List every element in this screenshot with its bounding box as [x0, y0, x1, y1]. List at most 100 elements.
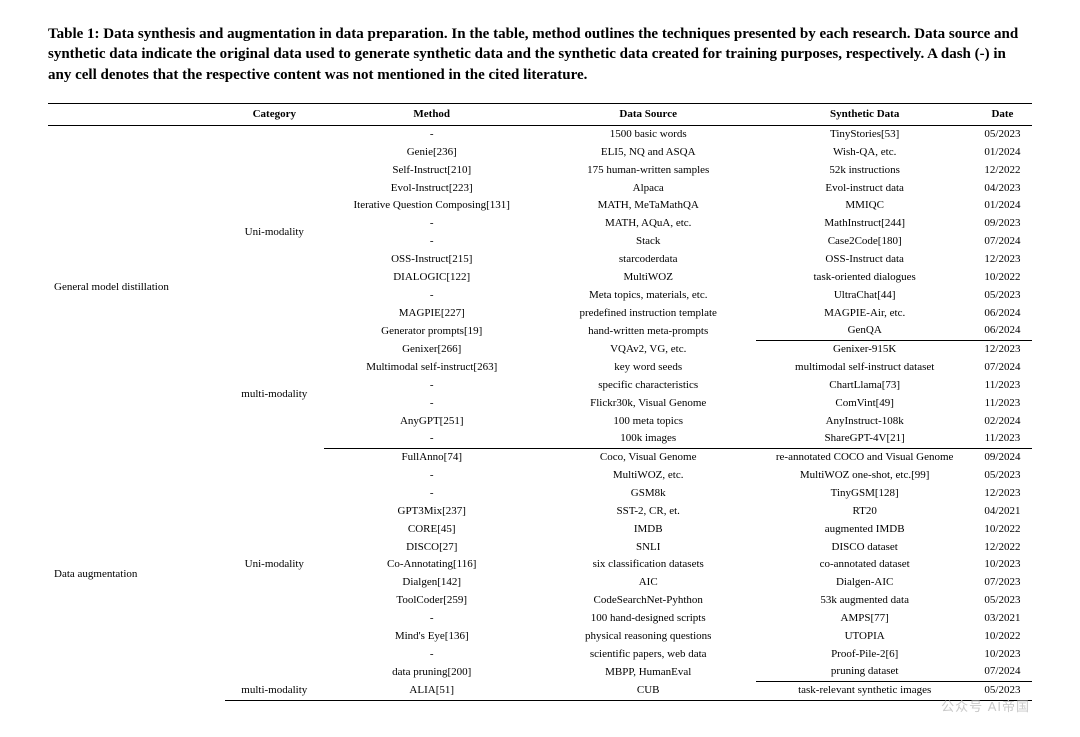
table-cell: 01/2024	[973, 197, 1032, 215]
table-cell: MMIQC	[756, 197, 972, 215]
table-cell: specific characteristics	[540, 376, 756, 394]
table-cell: 09/2024	[973, 448, 1032, 466]
table-cell: GPT3Mix[237]	[324, 502, 540, 520]
table-cell: 10/2022	[973, 520, 1032, 538]
table-cell: six classification datasets	[540, 556, 756, 574]
table-cell: -	[324, 125, 540, 143]
table-cell: FullAnno[74]	[324, 448, 540, 466]
table-cell: 12/2022	[973, 538, 1032, 556]
table-cell: co-annotated dataset	[756, 556, 972, 574]
table-cell: Uni-modality	[225, 125, 323, 340]
table-header-cell: Synthetic Data	[756, 103, 972, 125]
table-cell: DIALOGIC[122]	[324, 268, 540, 286]
table-header-cell	[48, 103, 225, 125]
table-cell: CUB	[540, 681, 756, 700]
table-cell: AnyInstruct-108k	[756, 412, 972, 430]
table-cell: RT20	[756, 502, 972, 520]
table-cell: Dialgen-AIC	[756, 574, 972, 592]
table-cell: multi-modality	[225, 681, 323, 700]
table-header-cell: Date	[973, 103, 1032, 125]
table-cell: -	[324, 484, 540, 502]
table-cell: -	[324, 609, 540, 627]
table-cell: data pruning[200]	[324, 663, 540, 681]
table-cell: 100 meta topics	[540, 412, 756, 430]
table-header-cell: Data Source	[540, 103, 756, 125]
table-cell: UTOPIA	[756, 627, 972, 645]
table-cell: 52k instructions	[756, 161, 972, 179]
table-cell: 11/2023	[973, 430, 1032, 448]
table-cell: TinyStories[53]	[756, 125, 972, 143]
table-cell: predefined instruction template	[540, 304, 756, 322]
table-cell: Wish-QA, etc.	[756, 143, 972, 161]
table-cell: 03/2021	[973, 609, 1032, 627]
table-cell: Data augmentation	[48, 448, 225, 700]
table-cell: VQAv2, VG, etc.	[540, 340, 756, 358]
table-cell: MultiWOZ	[540, 268, 756, 286]
table-cell: 10/2022	[973, 268, 1032, 286]
table-cell: -	[324, 430, 540, 448]
table-cell: OSS-Instruct data	[756, 251, 972, 269]
table-row: General model distillationUni-modality-1…	[48, 125, 1032, 143]
table-cell: multimodal self-instruct dataset	[756, 359, 972, 377]
table-cell: 12/2023	[973, 340, 1032, 358]
table-cell: GenQA	[756, 322, 972, 340]
table-cell: Mind's Eye[136]	[324, 627, 540, 645]
table-cell: 05/2023	[973, 467, 1032, 485]
table-cell: Uni-modality	[225, 448, 323, 681]
table-cell: DISCO dataset	[756, 538, 972, 556]
table-cell: 06/2024	[973, 322, 1032, 340]
table-cell: 100 hand-designed scripts	[540, 609, 756, 627]
table-cell: ChartLlama[73]	[756, 376, 972, 394]
table-cell: -	[324, 645, 540, 663]
table-cell: 10/2023	[973, 556, 1032, 574]
table-cell: -	[324, 376, 540, 394]
table-cell: Genie[236]	[324, 143, 540, 161]
table-cell: 10/2023	[973, 645, 1032, 663]
table-cell: IMDB	[540, 520, 756, 538]
table-cell: Stack	[540, 233, 756, 251]
table-cell: physical reasoning questions	[540, 627, 756, 645]
table-cell: SNLI	[540, 538, 756, 556]
table-cell: Generator prompts[19]	[324, 322, 540, 340]
table-cell: SST-2, CR, et.	[540, 502, 756, 520]
table-cell: augmented IMDB	[756, 520, 972, 538]
table-cell: TinyGSM[128]	[756, 484, 972, 502]
table-cell: DISCO[27]	[324, 538, 540, 556]
table-cell: ELI5, NQ and ASQA	[540, 143, 756, 161]
table-cell: starcoderdata	[540, 251, 756, 269]
table-cell: 02/2024	[973, 412, 1032, 430]
table-header-cell: Method	[324, 103, 540, 125]
table-cell: 04/2021	[973, 502, 1032, 520]
table-cell: 07/2024	[973, 359, 1032, 377]
table-cell: task-oriented dialogues	[756, 268, 972, 286]
table-cell: ToolCoder[259]	[324, 592, 540, 610]
table-cell: scientific papers, web data	[540, 645, 756, 663]
table-cell: Case2Code[180]	[756, 233, 972, 251]
table-cell: Proof-Pile-2[6]	[756, 645, 972, 663]
table-cell: MBPP, HumanEval	[540, 663, 756, 681]
table-cell: Meta topics, materials, etc.	[540, 286, 756, 304]
table-cell: MATH, MeTaMathQA	[540, 197, 756, 215]
table-cell: 01/2024	[973, 143, 1032, 161]
table-cell: Flickr30k, Visual Genome	[540, 394, 756, 412]
table-cell: 05/2023	[973, 592, 1032, 610]
table-cell: 06/2024	[973, 304, 1032, 322]
table-cell: 175 human-written samples	[540, 161, 756, 179]
table-cell: 10/2022	[973, 627, 1032, 645]
table-cell: MATH, AQuA, etc.	[540, 215, 756, 233]
table-cell: -	[324, 286, 540, 304]
table-cell: CodeSearchNet-Pyhthon	[540, 592, 756, 610]
table-cell: 07/2024	[973, 233, 1032, 251]
table-cell: MultiWOZ one-shot, etc.[99]	[756, 467, 972, 485]
table-caption: Table 1: Data synthesis and augmentation…	[48, 24, 1032, 85]
table-cell: 100k images	[540, 430, 756, 448]
table-cell: MAGPIE[227]	[324, 304, 540, 322]
table-cell: 09/2023	[973, 215, 1032, 233]
data-table: CategoryMethodData SourceSynthetic DataD…	[48, 103, 1032, 701]
table-cell: multi-modality	[225, 340, 323, 448]
table-cell: Genixer-915K	[756, 340, 972, 358]
table-cell: task-relevant synthetic images	[756, 681, 972, 700]
table-cell: 53k augmented data	[756, 592, 972, 610]
table-cell: re-annotated COCO and Visual Genome	[756, 448, 972, 466]
table-cell: -	[324, 394, 540, 412]
